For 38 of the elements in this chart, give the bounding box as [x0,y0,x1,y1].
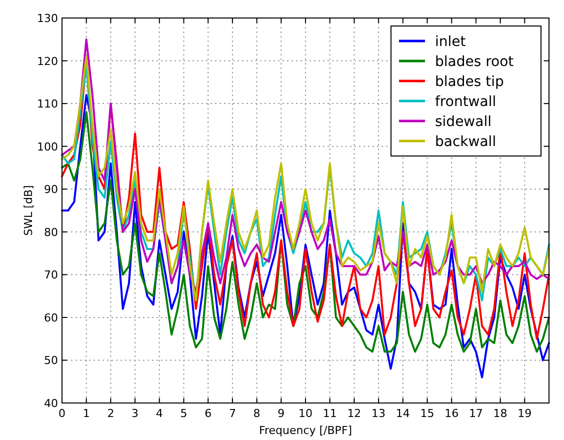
y-tick-label: 120 [37,54,58,68]
x-tick-label: 18 [493,407,508,420]
x-tick-label: 15 [420,407,434,420]
legend-label: blades root [435,54,514,70]
x-axis-title: Frequency [/BPF] [258,424,352,437]
x-tick-label: 4 [156,407,163,420]
x-tick-label: 19 [518,407,532,420]
x-tick-label: 5 [180,407,188,420]
x-tick-label: 9 [278,407,285,420]
y-tick-label: 70 [44,268,58,282]
legend-label: frontwall [435,94,496,110]
y-axis-title: SWL [dB] [22,185,35,236]
x-tick-label: 2 [107,407,114,420]
x-tick-label: 8 [253,407,260,420]
y-tick-label: 50 [44,354,58,368]
y-tick-label: 130 [37,12,58,25]
y-tick-label: 110 [37,98,58,111]
x-tick-label: 13 [372,407,386,420]
x-tick-label: 6 [204,407,212,420]
x-tick-label: 16 [444,407,459,420]
x-tick-label: 3 [132,407,139,420]
legend-label: sidewall [435,114,492,130]
legend-label: blades tip [435,74,504,90]
x-tick-label: 0 [58,407,66,420]
x-tick-label: 12 [347,407,362,420]
y-tick-label: 40 [44,397,58,410]
x-tick-label: 10 [298,407,312,420]
x-tick-label: 1 [82,407,90,420]
x-tick-label: 7 [228,407,236,420]
x-tick-label: 17 [468,407,483,420]
x-tick-label: 14 [396,407,410,420]
y-tick-label: 100 [37,140,58,154]
y-tick-label: 90 [44,183,58,196]
y-tick-label: 60 [44,311,58,324]
legend-label: inlet [435,34,466,50]
y-tick-label: 80 [44,226,58,239]
x-tick-label: 11 [322,407,337,420]
legend-label: backwall [435,134,496,150]
